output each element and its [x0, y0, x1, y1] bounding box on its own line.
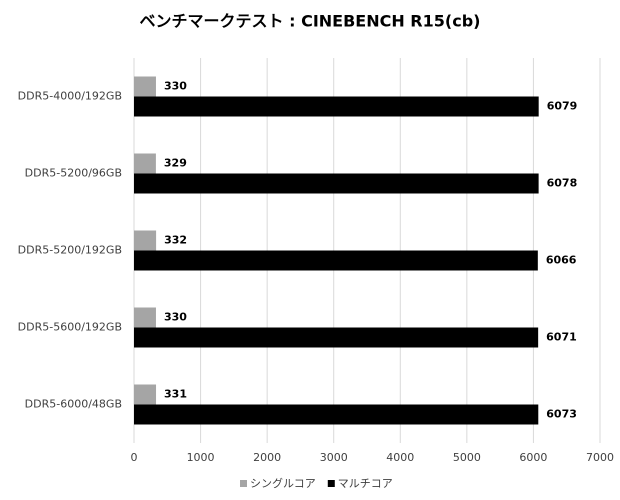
value-label: 6071 [546, 331, 577, 344]
legend-swatch [240, 480, 247, 487]
x-tick-label: 4000 [386, 451, 414, 464]
legend-label: シングルコア [250, 476, 316, 490]
value-label: 329 [164, 157, 187, 170]
y-tick-label: DDR5-5200/192GB [18, 244, 122, 257]
y-tick-label: DDR5-5200/96GB [25, 167, 122, 180]
x-tick-label: 5000 [453, 451, 481, 464]
value-label: 332 [164, 234, 187, 247]
x-tick-label: 6000 [519, 451, 547, 464]
bar [134, 173, 539, 194]
x-tick-label: 3000 [320, 451, 348, 464]
value-label: 6066 [546, 254, 577, 267]
bar [134, 307, 156, 328]
x-tick-label: 1000 [187, 451, 215, 464]
bar [134, 327, 539, 348]
x-tick-label: 7000 [586, 451, 614, 464]
bar [134, 250, 538, 271]
legend-swatch [327, 480, 335, 487]
y-tick-label: DDR5-6000/48GB [25, 398, 122, 411]
bar [134, 96, 539, 117]
value-label: 6078 [547, 177, 578, 190]
x-tick-label: 0 [131, 451, 138, 464]
legend-label: マルチコア [338, 477, 393, 490]
value-label: 330 [164, 80, 187, 93]
y-tick-label: DDR5-4000/192GB [18, 90, 122, 103]
bar [134, 384, 157, 405]
value-label: 6073 [546, 408, 577, 421]
value-label: 331 [164, 388, 187, 401]
y-tick-label: DDR5-5600/192GB [18, 321, 122, 334]
chart-title: ベンチマークテスト : CINEBENCH R15(cb) [140, 12, 481, 31]
bar [134, 230, 157, 251]
bar [134, 404, 539, 425]
bar [134, 153, 156, 174]
x-tick-label: 2000 [253, 451, 281, 464]
bar [134, 76, 156, 97]
value-label: 6079 [547, 100, 578, 113]
value-label: 330 [164, 311, 187, 324]
